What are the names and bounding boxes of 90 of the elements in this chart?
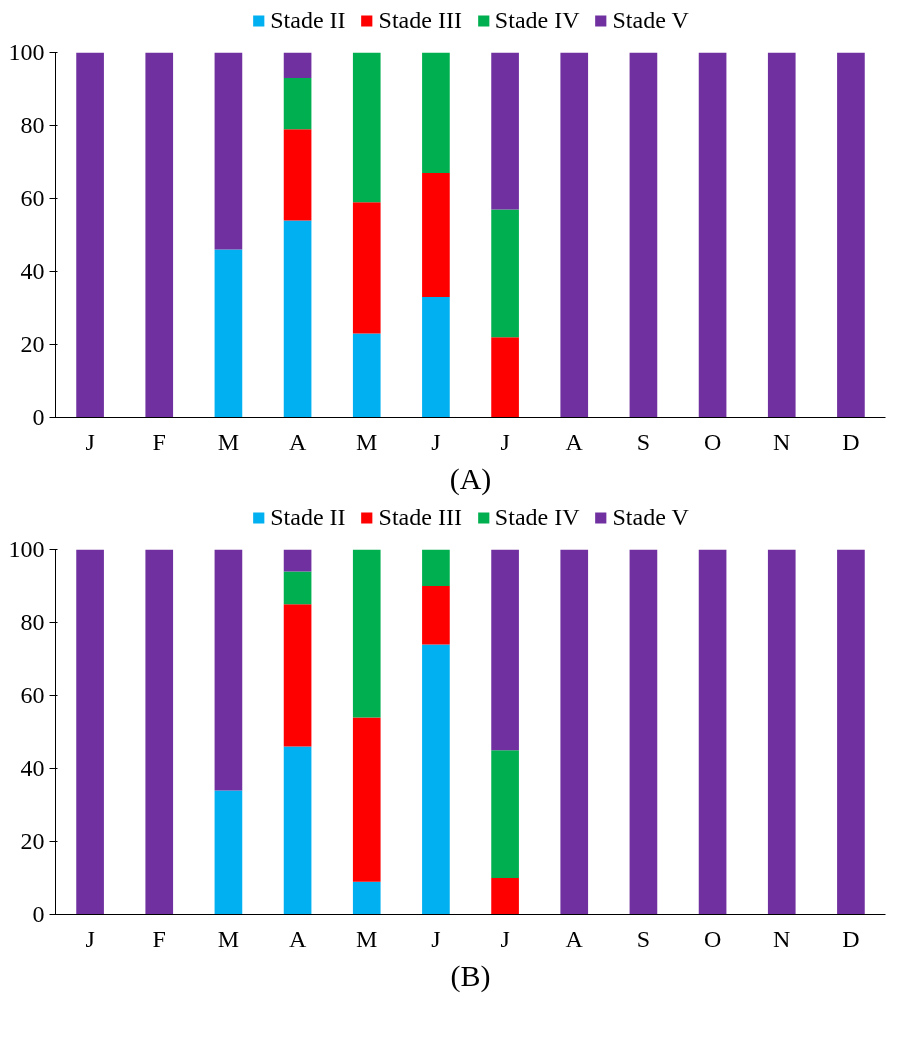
bar bbox=[283, 604, 312, 747]
x-tick-label: N bbox=[773, 925, 791, 952]
bar bbox=[560, 52, 589, 418]
y-tick-label: 0 bbox=[32, 901, 45, 927]
x-tick-label: F bbox=[152, 925, 166, 952]
legend-label: Stade II bbox=[270, 503, 346, 531]
x-tick-label: D bbox=[842, 925, 860, 952]
bar bbox=[214, 790, 243, 915]
legend-label: Stade V bbox=[612, 503, 689, 531]
bar bbox=[560, 549, 589, 915]
legend-label: Stade V bbox=[612, 6, 689, 34]
x-axis-title: (B) bbox=[450, 958, 491, 993]
bar bbox=[698, 549, 727, 915]
bar bbox=[76, 52, 104, 418]
x-tick-label: A bbox=[288, 428, 307, 455]
legend-label: Stade III bbox=[378, 6, 462, 34]
x-tick-label: A bbox=[565, 428, 584, 455]
x-tick-label: M bbox=[217, 925, 240, 952]
bar bbox=[214, 549, 243, 791]
bar bbox=[352, 881, 381, 915]
x-tick-label: S bbox=[636, 925, 651, 952]
bar bbox=[422, 297, 450, 418]
bar bbox=[283, 52, 312, 79]
bar bbox=[283, 220, 312, 418]
bar bbox=[283, 746, 312, 915]
bar bbox=[422, 549, 450, 586]
x-tick-label: O bbox=[703, 428, 722, 455]
y-tick-label: 100 bbox=[8, 536, 45, 562]
x-tick-label: J bbox=[500, 428, 510, 455]
x-axis-title: (A) bbox=[449, 461, 492, 496]
bar bbox=[837, 549, 865, 915]
bar bbox=[629, 52, 658, 418]
bar bbox=[767, 52, 796, 418]
bar bbox=[352, 202, 381, 334]
x-tick-label: J bbox=[85, 428, 95, 455]
bar bbox=[422, 52, 450, 173]
bar bbox=[283, 549, 312, 572]
x-tick-label: J bbox=[500, 925, 510, 952]
bar bbox=[145, 52, 174, 418]
bar bbox=[352, 549, 381, 718]
x-tick-label: O bbox=[703, 925, 722, 952]
bar bbox=[214, 52, 243, 250]
bar bbox=[767, 549, 796, 915]
bar bbox=[283, 78, 312, 130]
bar bbox=[76, 549, 104, 915]
x-tick-label: D bbox=[842, 428, 860, 455]
y-tick-label: 20 bbox=[20, 828, 45, 854]
bar bbox=[352, 52, 381, 203]
y-tick-label: 100 bbox=[8, 39, 45, 65]
bar bbox=[491, 52, 519, 210]
y-tick-label: 60 bbox=[20, 185, 45, 211]
bar bbox=[837, 52, 865, 418]
bar bbox=[352, 717, 381, 882]
x-tick-label: M bbox=[356, 925, 378, 952]
x-tick-label: J bbox=[85, 925, 95, 952]
x-tick-label: J bbox=[431, 428, 441, 455]
x-tick-label: N bbox=[773, 428, 791, 455]
y-tick-label: 80 bbox=[20, 609, 45, 635]
legend-label: Stade IV bbox=[494, 503, 580, 531]
x-tick-label: M bbox=[356, 428, 378, 455]
bar bbox=[491, 549, 519, 751]
x-tick-label: J bbox=[431, 925, 441, 952]
x-tick-label: A bbox=[288, 925, 307, 952]
legend-label: Stade II bbox=[270, 6, 346, 34]
bar bbox=[283, 129, 312, 221]
bar bbox=[491, 750, 519, 878]
y-tick-label: 0 bbox=[32, 404, 45, 430]
bar bbox=[422, 172, 450, 298]
legend-label: Stade IV bbox=[494, 6, 580, 34]
bar bbox=[629, 549, 658, 915]
x-tick-label: A bbox=[565, 925, 584, 952]
bar bbox=[491, 878, 519, 915]
bar bbox=[422, 586, 450, 645]
y-tick-label: 60 bbox=[20, 682, 45, 708]
x-tick-label: M bbox=[217, 428, 240, 455]
y-tick-label: 40 bbox=[20, 755, 45, 781]
bar bbox=[214, 249, 243, 418]
bar bbox=[145, 549, 174, 915]
bar bbox=[491, 337, 519, 418]
x-tick-label: S bbox=[636, 428, 651, 455]
legend-label: Stade III bbox=[378, 503, 462, 531]
bar bbox=[422, 644, 450, 915]
bar bbox=[698, 52, 727, 418]
x-tick-label: F bbox=[152, 428, 166, 455]
y-tick-label: 80 bbox=[20, 112, 45, 138]
y-tick-label: 20 bbox=[20, 331, 45, 357]
bar bbox=[352, 333, 381, 418]
bar bbox=[491, 209, 519, 338]
bar bbox=[283, 571, 312, 605]
y-tick-label: 40 bbox=[20, 258, 45, 284]
